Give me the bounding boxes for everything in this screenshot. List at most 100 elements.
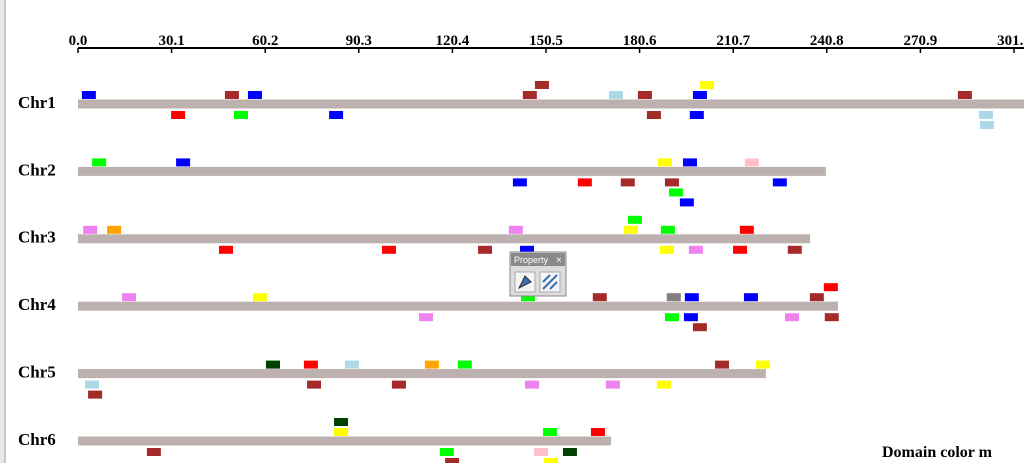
x-tick-label: 210.7 xyxy=(716,33,750,49)
domain xyxy=(391,380,406,389)
domain xyxy=(445,458,460,463)
domain xyxy=(534,448,549,456)
legend-title: Domain color m xyxy=(882,444,993,461)
chromosome-label: Chr3 xyxy=(18,228,56,247)
x-tick-label: 90.3 xyxy=(346,33,372,49)
domain xyxy=(692,91,707,99)
domain xyxy=(692,323,707,332)
domain xyxy=(787,245,802,254)
domain xyxy=(979,121,994,129)
domain xyxy=(620,178,635,187)
domain xyxy=(543,428,558,436)
domain xyxy=(424,360,439,369)
pattern-tool-glyph xyxy=(542,274,558,290)
domain xyxy=(344,360,359,369)
domain xyxy=(303,360,318,369)
domain xyxy=(823,283,838,292)
domain xyxy=(439,448,454,456)
domain xyxy=(656,380,671,389)
domain xyxy=(608,91,623,99)
property-popup[interactable]: Property × xyxy=(509,251,567,297)
domain xyxy=(739,225,754,234)
domain xyxy=(522,91,537,99)
domain xyxy=(543,458,558,463)
domain xyxy=(592,293,607,302)
domain xyxy=(683,313,698,322)
x-tick-label: 150.5 xyxy=(529,33,563,49)
chromosome-bar xyxy=(78,234,811,244)
domain xyxy=(756,360,771,369)
domain xyxy=(252,293,267,302)
domain xyxy=(660,225,675,234)
domain xyxy=(457,360,472,369)
domain xyxy=(478,245,493,254)
domain xyxy=(176,158,191,167)
domain xyxy=(627,215,642,224)
domain xyxy=(590,428,605,436)
x-tick-label: 60.2 xyxy=(252,33,278,49)
domain xyxy=(772,178,787,187)
domain xyxy=(84,380,99,389)
domain xyxy=(743,293,758,302)
domain xyxy=(623,225,638,234)
domain xyxy=(689,111,704,119)
domain xyxy=(715,360,730,369)
domain xyxy=(700,81,715,89)
domain xyxy=(525,380,540,389)
plot: 0.0 30.1 60.2 90.3 120.4 150.5 180.6 210.7 240.8… xyxy=(18,33,1024,463)
domain xyxy=(637,91,652,99)
domain xyxy=(659,245,674,254)
domain xyxy=(418,313,433,322)
domain xyxy=(88,390,103,399)
domain xyxy=(562,448,577,456)
window-edge xyxy=(0,0,5,463)
domain xyxy=(329,111,344,119)
domain xyxy=(121,293,136,302)
domain xyxy=(666,293,681,302)
domain xyxy=(668,188,683,197)
x-tick-label: 30.1 xyxy=(158,33,184,49)
domain xyxy=(224,91,239,99)
domain xyxy=(979,111,994,119)
chromosome-bar xyxy=(78,301,838,311)
domain xyxy=(381,245,396,254)
popup-title: Property xyxy=(514,255,549,265)
domain xyxy=(809,293,824,302)
domain xyxy=(219,245,234,254)
domain xyxy=(577,178,592,187)
domain xyxy=(81,91,96,99)
domain xyxy=(784,313,799,322)
domain xyxy=(534,81,549,89)
domain xyxy=(684,293,699,302)
domain xyxy=(334,418,349,426)
domain xyxy=(957,91,972,99)
domain xyxy=(146,448,161,456)
chromosome-label: Chr1 xyxy=(18,93,56,112)
domain xyxy=(171,111,186,119)
domain xyxy=(83,225,98,234)
chromosome-label: Chr4 xyxy=(18,295,56,314)
domain xyxy=(664,178,679,187)
domain xyxy=(520,293,535,302)
domain xyxy=(233,111,248,119)
domain xyxy=(657,158,672,167)
x-tick-label: 180.6 xyxy=(623,33,657,49)
popup-titlebar xyxy=(511,253,565,266)
domain xyxy=(92,158,107,167)
chromosome-label: Chr6 xyxy=(18,430,56,449)
chromosome-bar xyxy=(78,99,1024,109)
domain xyxy=(520,245,535,254)
domain xyxy=(265,360,280,369)
domain xyxy=(664,313,679,322)
domain xyxy=(682,158,697,167)
chromosome-label: Chr2 xyxy=(18,160,56,179)
popup-close[interactable]: × xyxy=(556,255,562,266)
domain xyxy=(247,91,262,99)
domain xyxy=(646,111,661,119)
chromosome-label: Chr5 xyxy=(18,363,56,382)
domain xyxy=(605,380,620,389)
domain xyxy=(679,198,694,207)
domain xyxy=(744,158,759,167)
domain xyxy=(508,225,523,234)
x-tick-label: 240.8 xyxy=(810,33,844,49)
